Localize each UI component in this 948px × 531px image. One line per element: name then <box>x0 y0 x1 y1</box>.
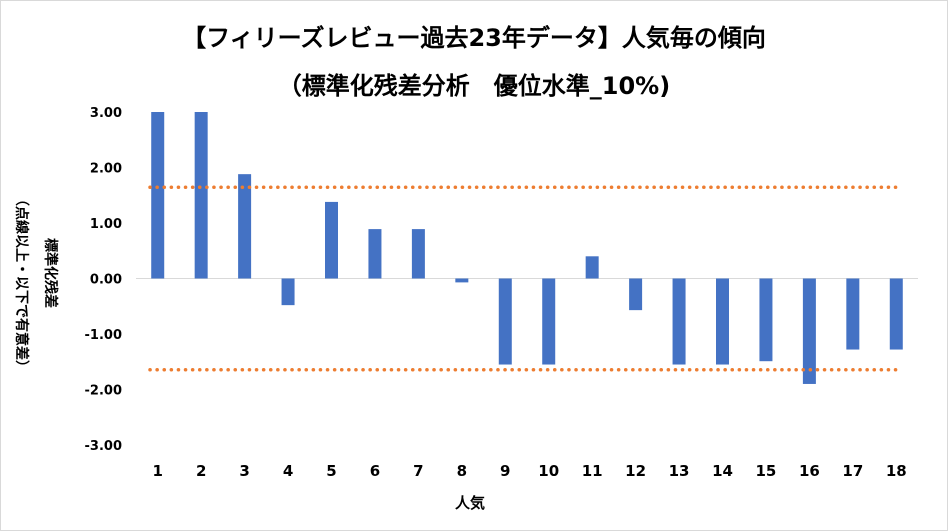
x-tick-label: 18 <box>886 462 907 480</box>
bar <box>281 278 295 306</box>
x-tick-label: 16 <box>799 462 820 480</box>
y-tick-label: 0.00 <box>90 273 122 288</box>
bar <box>759 278 773 362</box>
bar <box>716 278 729 365</box>
y-tick-label: -2.00 <box>85 384 122 399</box>
x-axis-label: 人気 <box>454 494 485 512</box>
chart-subtitle: （標準化残差分析 優位水準_10%) <box>277 72 671 100</box>
bar <box>542 278 556 365</box>
bar <box>151 112 165 279</box>
bar <box>498 278 512 365</box>
bar <box>889 278 903 350</box>
chart-title: 【フィリーズレビュー過去23年データ】人気毎の傾向 <box>182 24 766 52</box>
y-tick-label: 1.00 <box>90 217 122 232</box>
x-tick-label: 13 <box>669 462 690 480</box>
bar <box>325 201 338 279</box>
bar <box>368 229 382 279</box>
bar <box>238 174 252 279</box>
bar <box>846 278 860 350</box>
x-tick-label: 8 <box>457 462 467 480</box>
x-tick-label: 6 <box>370 462 380 480</box>
x-tick-label: 14 <box>712 462 733 480</box>
x-tick-label: 10 <box>538 462 559 480</box>
y-tick-label: -1.00 <box>85 328 122 343</box>
bar <box>585 256 599 279</box>
x-tick-label: 12 <box>625 462 646 480</box>
y-tick-label: -3.00 <box>85 439 122 454</box>
x-tick-label: 7 <box>413 462 423 480</box>
x-tick-label: 3 <box>239 462 249 480</box>
y-tick-label: 2.00 <box>90 162 122 177</box>
x-tick-label: 4 <box>283 462 293 480</box>
bar <box>194 112 208 279</box>
x-tick-label: 1 <box>153 462 163 480</box>
x-tick-label: 15 <box>756 462 777 480</box>
x-tick-label: 2 <box>196 462 206 480</box>
x-tick-label: 17 <box>842 462 863 480</box>
y-tick-label: 3.00 <box>90 106 122 121</box>
x-tick-label: 5 <box>326 462 336 480</box>
x-tick-label: 9 <box>500 462 510 480</box>
bar <box>455 278 469 283</box>
x-tick-label: 11 <box>582 462 603 480</box>
bar <box>802 278 816 384</box>
bar <box>629 278 643 311</box>
bar <box>672 278 686 365</box>
bar <box>411 229 425 279</box>
